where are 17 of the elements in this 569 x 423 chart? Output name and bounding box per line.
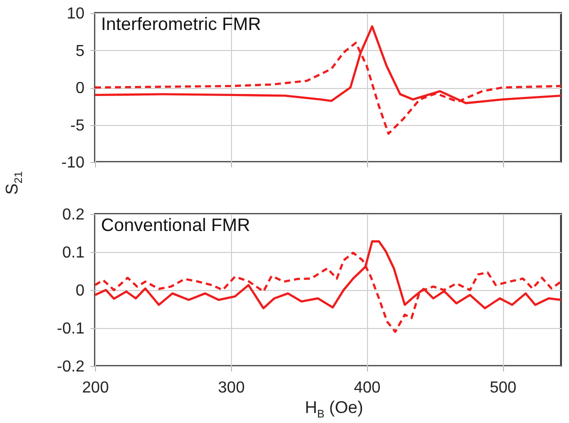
y-tick-label: 0.2 xyxy=(62,206,85,224)
x-tick-label: 400 xyxy=(354,380,381,396)
y-tick-label: 0 xyxy=(76,282,85,300)
x-axis-title: H$_{B}$ (Oe) xyxy=(304,398,364,420)
y-tick-label: 0.1 xyxy=(62,244,85,262)
y-tick-label: 10 xyxy=(66,6,85,22)
chart-title: Conventional FMR xyxy=(101,215,250,235)
y-tick-label: -0.1 xyxy=(56,320,85,338)
y-tick-label: 5 xyxy=(76,42,85,60)
x-tick-label: 500 xyxy=(490,380,517,396)
y-tick-label: -5 xyxy=(70,117,85,134)
x-tick-label: 300 xyxy=(218,380,245,396)
chart-title: Interferometric FMR xyxy=(101,14,262,34)
x-tick-label: 200 xyxy=(82,380,109,396)
y-tick-label: -0.2 xyxy=(56,358,85,376)
y-tick-label: -10 xyxy=(61,154,85,172)
y-tick-label: 0 xyxy=(76,80,85,97)
